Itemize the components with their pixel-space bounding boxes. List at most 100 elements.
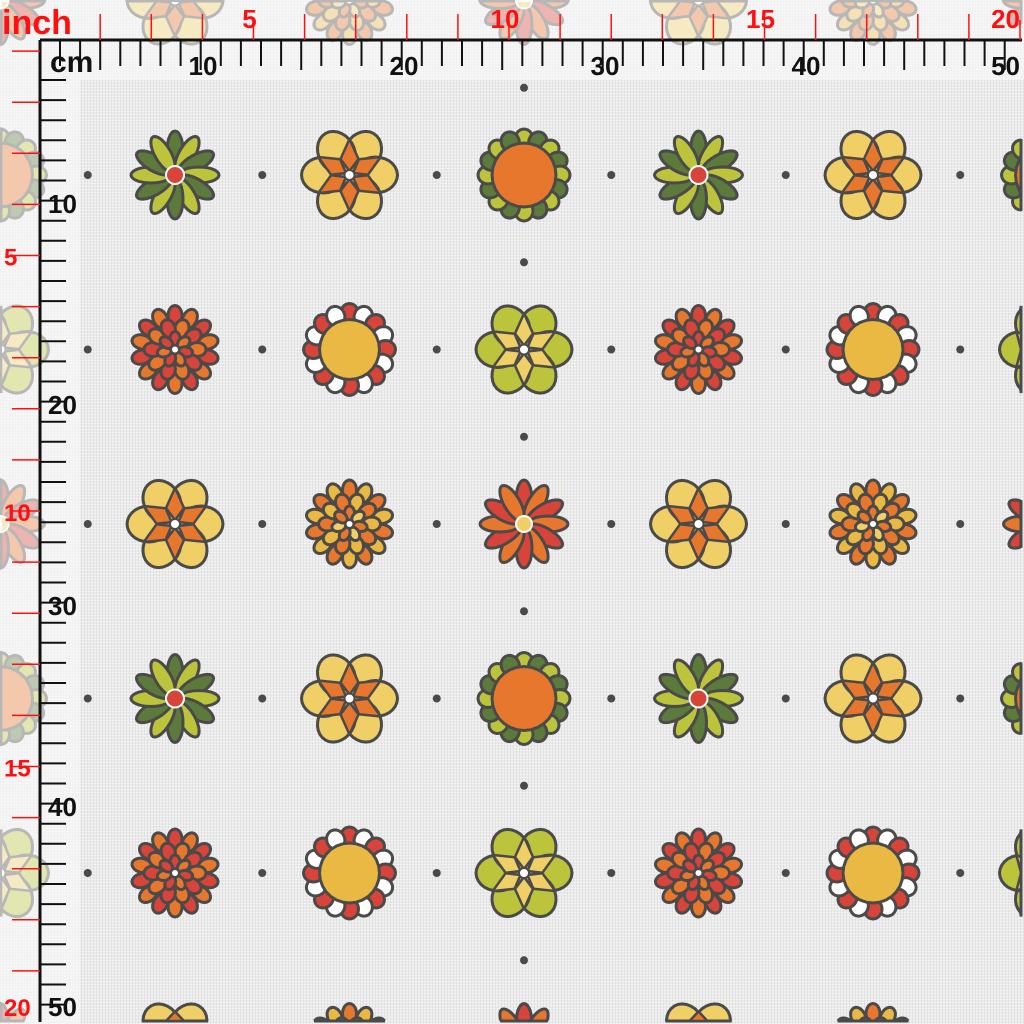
star-point xyxy=(491,330,522,351)
flower-green-star xyxy=(997,829,1023,917)
flower-center xyxy=(1013,143,1023,207)
star-point xyxy=(513,312,535,347)
dot xyxy=(956,171,965,179)
flower-orange-sun xyxy=(476,127,572,223)
star-point xyxy=(875,697,906,718)
star-point xyxy=(351,155,382,177)
top-inch-label: 20 xyxy=(991,4,1020,34)
star-point xyxy=(688,486,709,522)
petal xyxy=(335,1016,350,1023)
flower-green-daisy xyxy=(652,129,745,221)
petal xyxy=(682,335,698,351)
inch-unit-label: inch xyxy=(2,4,72,42)
flower-orange-dahlia xyxy=(304,478,395,570)
star-point xyxy=(164,486,186,522)
flower-orange-sun xyxy=(999,138,1023,212)
flower-center xyxy=(490,664,558,733)
left-inch-label: 20 xyxy=(4,995,31,1022)
flower-orange-dahlia xyxy=(313,1001,386,1023)
flower-green-star xyxy=(474,827,574,919)
flower-orange-star xyxy=(299,653,400,744)
petal xyxy=(367,1016,386,1023)
flower-yellow-sun xyxy=(825,301,921,398)
left-cm-label: 30 xyxy=(48,591,77,621)
flower-center xyxy=(517,866,531,880)
left-cm-label: 20 xyxy=(48,390,77,420)
left-inch-label: 15 xyxy=(4,756,31,783)
top-inch-label: 15 xyxy=(746,4,775,34)
flower-orange-star xyxy=(141,1002,209,1023)
star-point xyxy=(339,701,360,736)
dot xyxy=(83,520,92,528)
star-point xyxy=(666,504,697,526)
star-point xyxy=(317,155,348,177)
star-point xyxy=(526,853,557,875)
star-point xyxy=(840,697,871,718)
star-point xyxy=(339,177,360,213)
petal xyxy=(523,1007,550,1023)
flower-center xyxy=(841,317,905,382)
star-point xyxy=(513,875,535,911)
flower-red-dahlia xyxy=(653,303,744,396)
star-point xyxy=(177,522,208,544)
dot xyxy=(956,520,965,528)
left-cm-label: 50 xyxy=(48,992,77,1022)
dot xyxy=(520,258,528,267)
flower-orange-sun xyxy=(999,661,1023,736)
dot xyxy=(83,694,92,703)
star-point xyxy=(1015,853,1023,875)
star-point xyxy=(317,173,348,195)
star-point xyxy=(164,1010,186,1023)
dot xyxy=(432,520,441,528)
flower-center xyxy=(867,518,879,530)
top-cm-label: 20 xyxy=(390,51,419,81)
top-inch-label: 5 xyxy=(242,4,256,34)
flower-orange-dahlia xyxy=(828,478,918,570)
star-point xyxy=(700,522,731,544)
dot xyxy=(258,345,267,354)
flower-center xyxy=(1013,666,1023,731)
flower-center xyxy=(164,688,186,709)
flower-center xyxy=(343,692,356,705)
dot xyxy=(520,607,528,616)
petal xyxy=(498,1007,525,1023)
petal xyxy=(158,858,175,874)
star-point xyxy=(875,173,906,195)
petal xyxy=(682,858,698,874)
star-point xyxy=(491,871,522,893)
flower-center xyxy=(841,841,905,905)
star-point xyxy=(526,348,557,369)
flower-orange-star xyxy=(299,129,400,221)
flower-center xyxy=(490,141,558,209)
dot xyxy=(432,345,441,354)
star-point xyxy=(700,504,731,526)
petal xyxy=(856,509,873,525)
dot xyxy=(520,781,528,790)
flower-red-dahlia xyxy=(130,827,220,919)
flower-orange-star xyxy=(823,653,923,744)
flower-red-dahlia xyxy=(653,827,744,919)
flower-yellow-sun xyxy=(301,301,398,398)
dot xyxy=(607,869,616,877)
star-point xyxy=(177,504,208,526)
flower-red-daisy xyxy=(498,1001,550,1023)
star-point xyxy=(526,330,557,351)
flower-yellow-sun xyxy=(301,825,398,921)
star-point xyxy=(862,701,884,736)
dot xyxy=(432,869,441,877)
dot xyxy=(956,694,965,703)
flower-center xyxy=(866,168,880,182)
dot xyxy=(520,83,528,92)
star-point xyxy=(351,173,382,195)
left-inch-label: 10 xyxy=(4,500,31,527)
dot xyxy=(83,171,92,179)
flower-orange-star xyxy=(648,478,749,570)
star-point xyxy=(840,679,871,700)
flower-center xyxy=(169,344,181,355)
star-point xyxy=(875,155,906,177)
dot xyxy=(258,869,267,877)
star-point xyxy=(317,679,348,700)
flower-center xyxy=(344,518,355,530)
flower-center xyxy=(317,317,382,382)
flower-red-daisy xyxy=(1001,498,1023,550)
